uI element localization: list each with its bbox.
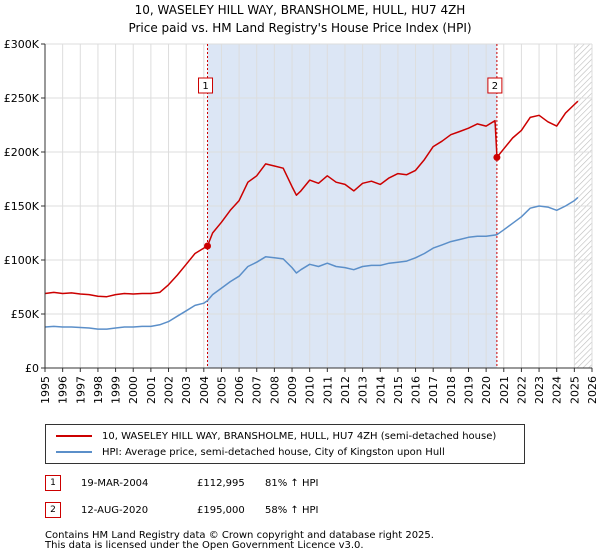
footer: Contains HM Land Registry data © Crown c… [45,531,434,551]
y-tick-label: £300K [4,38,40,51]
legend-label-hpi: HPI: Average price, semi-detached house,… [102,446,445,458]
x-tick-label: 2007 [251,376,264,404]
x-tick-label: 2019 [462,376,475,404]
x-tick-label: 2002 [163,376,176,404]
legend-label-property: 10, WASELEY HILL WAY, BRANSHOLME, HULL, … [102,430,497,442]
chart-title-line2: Price paid vs. HM Land Registry's House … [128,21,472,35]
chart-title: 10, WASELEY HILL WAY, BRANSHOLME, HULL, … [0,1,600,37]
marker-badge [198,77,214,94]
x-tick-label: 2017 [427,376,440,404]
legend-swatch-hpi [56,451,92,453]
transaction-badge: 1 [45,475,61,491]
chart-title-line1: 10, WASELEY HILL WAY, BRANSHOLME, HULL, … [134,3,466,17]
transaction-hpi-change: 58% ↑ HPI [265,504,319,516]
x-tick-label: 2015 [392,376,405,404]
legend-item-hpi: HPI: Average price, semi-detached house,… [56,444,445,460]
x-tick-label: 1996 [57,376,70,404]
transaction-row: 1 19-MAR-2004 £112,995 81% ↑ HPI [45,473,318,493]
sale-point [204,242,212,250]
transaction-price: £112,995 [197,477,245,489]
x-tick-label: 2011 [321,376,334,404]
transaction-price: £195,000 [197,504,245,516]
price-chart: 1 2 £0 £50K £100K £150K £200K £250K £300K 1995 19… [4,38,599,404]
x-tick-label: 2025 [568,376,581,404]
x-tick-label: 2008 [268,376,281,404]
transaction-badge: 2 [45,502,61,518]
x-tick-label: 2005 [215,376,228,404]
marker-badge [487,77,503,94]
sale-point [493,153,501,161]
marker-label: 2 [492,81,498,92]
x-tick-label: 2006 [233,376,246,404]
property-price-line [44,100,579,298]
legend-swatch-property [56,435,92,437]
x-tick-label: 2010 [304,376,317,404]
y-tick-label: £250K [4,92,40,105]
y-tick-label: £150K [4,200,40,213]
marker-label: 1 [202,81,208,92]
footer-copyright: Contains HM Land Registry data © Crown c… [45,530,434,541]
transaction-row: 2 12-AUG-2020 £195,000 58% ↑ HPI [45,500,318,520]
x-tick-label: 2018 [445,376,458,404]
x-tick-label: 2026 [586,376,599,404]
transaction-hpi-change: 81% ↑ HPI [265,477,319,489]
x-tick-label: 2014 [374,376,387,404]
legend: 10, WASELEY HILL WAY, BRANSHOLME, HULL, … [45,424,525,464]
y-tick-label: £50K [11,308,40,321]
legend-item-property: 10, WASELEY HILL WAY, BRANSHOLME, HULL, … [56,428,496,444]
x-tick-label: 1998 [92,376,105,404]
x-tick-label: 2021 [498,376,511,404]
transaction-date: 19-MAR-2004 [81,477,149,489]
x-tick-label: 2013 [357,376,370,404]
x-tick-label: 2000 [127,376,140,404]
transaction-date: 12-AUG-2020 [81,504,149,516]
x-tick-label: 2016 [410,376,423,404]
x-tick-label: 2023 [533,376,546,404]
x-tick-label: 2022 [515,376,528,404]
x-tick-label: 1995 [39,376,52,404]
x-tick-label: 2001 [145,376,158,404]
x-tick-label: 2024 [551,376,564,404]
footer-licence: This data is licensed under the Open Gov… [45,540,364,551]
y-tick-label: £0 [25,362,39,375]
y-tick-label: £100K [4,254,40,267]
x-tick-label: 1999 [110,376,123,404]
hpi-line [44,196,579,330]
x-tick-label: 2020 [480,376,493,404]
x-tick-label: 2009 [286,376,299,404]
x-tick-label: 2003 [180,376,193,404]
x-tick-label: 2004 [198,376,211,404]
x-tick-label: 1997 [74,376,87,404]
x-tick-label: 2012 [339,376,352,404]
y-tick-label: £200K [4,146,40,159]
